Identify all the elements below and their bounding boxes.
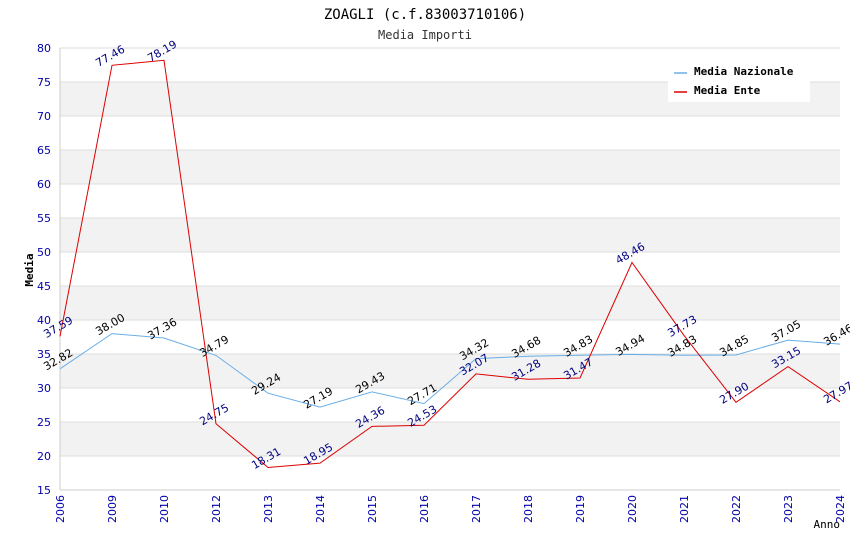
- x-tick-label: 2009: [106, 495, 119, 523]
- y-tick-label: 65: [37, 144, 51, 157]
- y-tick-label: 30: [37, 382, 51, 395]
- x-tick-label: 2018: [522, 495, 535, 523]
- grid-band: [60, 218, 840, 252]
- grid-band: [60, 150, 840, 184]
- grid-band: [60, 252, 840, 286]
- x-tick-label: 2013: [262, 495, 275, 523]
- y-tick-label: 20: [37, 450, 51, 463]
- y-tick-label: 60: [37, 178, 51, 191]
- x-tick-label: 2016: [418, 495, 431, 523]
- chart-subtitle: Media Importi: [378, 28, 472, 42]
- series-line-media-ente: [59, 59, 841, 469]
- x-tick-label: 2020: [626, 495, 639, 523]
- y-axis-title: Media: [23, 253, 36, 286]
- grid-band: [60, 422, 840, 456]
- series-line-media-nazionale: [59, 333, 841, 408]
- grid-band: [60, 456, 840, 490]
- x-tick-label: 2006: [54, 495, 67, 523]
- grid-band: [60, 354, 840, 388]
- x-tick-label: 2012: [210, 495, 223, 523]
- legend-label-media-nazionale: Media Nazionale: [694, 65, 794, 78]
- y-axis: 15 20 25 30 35 40 45 50 55 60 65 70 75 80: [37, 42, 51, 497]
- y-tick-label: 35: [37, 348, 51, 361]
- grid-band: [60, 320, 840, 354]
- x-axis: 2006 2009 2010 2012 2013 2014 2015 2016 2017 2018…: [54, 495, 847, 523]
- y-tick-label: 70: [37, 110, 51, 123]
- y-tick-label: 15: [37, 484, 51, 497]
- grid-band: [60, 116, 840, 150]
- legend: Media Nazionale Media Ente: [668, 60, 810, 102]
- chart-title: ZOAGLI (c.f.83003710106): [324, 7, 526, 23]
- y-tick-label: 25: [37, 416, 51, 429]
- x-tick-label: 2010: [158, 495, 171, 523]
- legend-label-media-ente: Media Ente: [694, 84, 761, 97]
- series-lines: [59, 59, 841, 469]
- y-tick-label: 80: [37, 42, 51, 55]
- grid-band: [60, 388, 840, 422]
- y-tick-label: 50: [37, 246, 51, 259]
- grid-band: [60, 286, 840, 320]
- x-tick-label: 2022: [730, 495, 743, 523]
- x-axis-title: Anno: [814, 518, 841, 531]
- y-tick-label: 55: [37, 212, 51, 225]
- x-tick-label: 2024: [834, 495, 847, 523]
- x-tick-label: 2019: [574, 495, 587, 523]
- x-tick-label: 2017: [470, 495, 483, 523]
- legend-box: [668, 60, 810, 102]
- x-tick-label: 2014: [314, 495, 327, 523]
- y-tick-label: 45: [37, 280, 51, 293]
- x-tick-label: 2023: [782, 495, 795, 523]
- x-tick-label: 2015: [366, 495, 379, 523]
- y-tick-label: 75: [37, 76, 51, 89]
- grid-band: [60, 184, 840, 218]
- y-tick-label: 40: [37, 314, 51, 327]
- plot-background: [60, 47, 840, 491]
- x-tick-label: 2021: [678, 495, 691, 523]
